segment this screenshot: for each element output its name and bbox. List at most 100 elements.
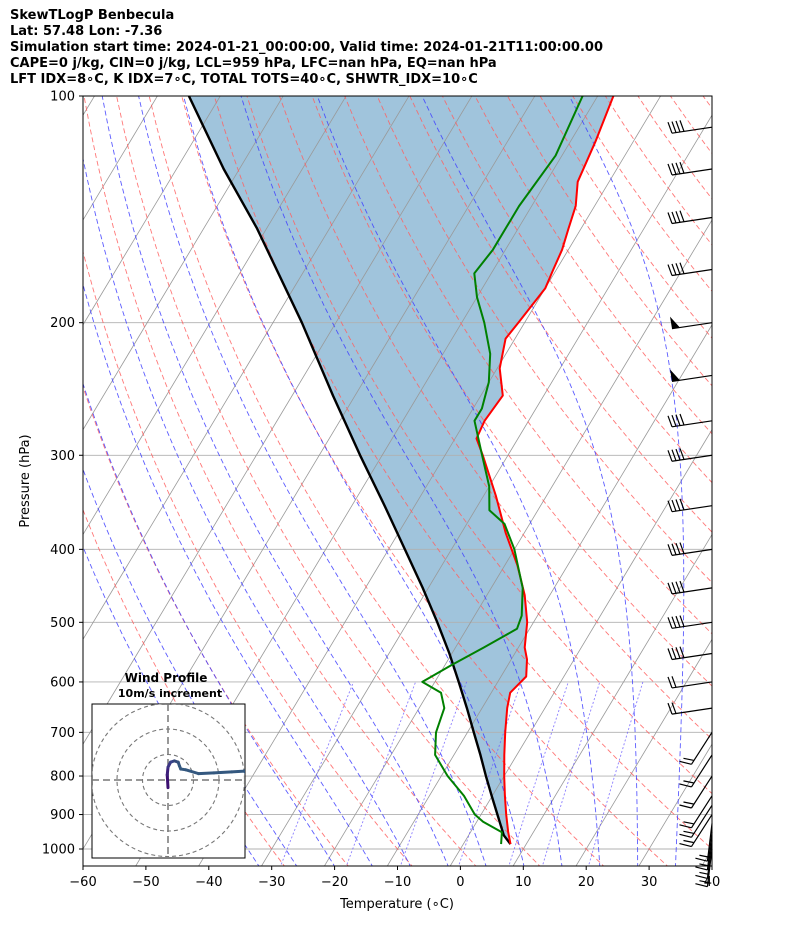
location-line: Lat: 57.48 Lon: -7.36 (10, 24, 163, 39)
wind-barb (695, 840, 713, 880)
cape-line: CAPE=0 j/kg, CIN=0 j/kg, LCL=959 hPa, LF… (10, 56, 497, 71)
hodograph-segment (230, 769, 245, 774)
hodograph-ring (92, 704, 245, 858)
dry-adiabat (344, 96, 712, 635)
wind-barb (667, 676, 713, 689)
y-tick-label: 800 (50, 770, 75, 785)
wind-barb (679, 795, 713, 829)
x-tick-label: −20 (321, 875, 348, 890)
dry-adiabat (83, 508, 285, 866)
isotherm-line (83, 96, 284, 431)
y-tick-label: 500 (50, 616, 75, 631)
x-axis-label: Temperature (∘C) (339, 897, 454, 912)
dewpoint-line (421, 96, 584, 845)
wind-barb (667, 542, 713, 556)
wind-barb (667, 262, 713, 277)
isotherm-line (323, 219, 712, 866)
wind-barb (670, 316, 713, 330)
figure-title: SkewTLogP Benbecula (10, 8, 175, 23)
moist-adiabat (568, 96, 685, 866)
x-tick-label: 30 (641, 875, 658, 890)
dry-adiabat (474, 96, 712, 435)
x-tick-label: 40 (704, 875, 721, 890)
y-axis-label: Pressure (hPa) (18, 434, 33, 527)
y-tick-label: 400 (50, 543, 75, 558)
isotherm-line (83, 96, 473, 745)
wind-barb (679, 814, 713, 848)
isotherm-line (83, 96, 221, 326)
mixing-ratio-line (508, 681, 569, 866)
dry-adiabat (736, 96, 794, 868)
x-tick-label: 20 (578, 875, 595, 890)
wind-barb (667, 120, 713, 134)
dry-adiabat (376, 96, 712, 584)
dry-adiabat (637, 96, 712, 200)
x-tick-label: −50 (132, 875, 159, 890)
mixing-ratio-line (399, 681, 468, 866)
dry-adiabat (246, 96, 712, 795)
y-tick-label: 300 (50, 449, 75, 464)
dry-adiabat (116, 96, 541, 866)
wind-barb (667, 210, 713, 225)
moist-adiabat (101, 96, 449, 866)
dry-adiabat (181, 96, 669, 866)
isotherm-line (638, 743, 712, 866)
y-tick-label: 600 (50, 675, 75, 690)
dry-adiabat (409, 96, 712, 533)
mixing-ratio-line (280, 681, 354, 866)
isotherm-line (261, 114, 712, 866)
x-tick-label: −10 (384, 875, 411, 890)
hodograph-segment (243, 769, 245, 775)
moist-adiabat (83, 156, 411, 866)
dry-adiabat (83, 96, 477, 866)
mixing-ratio-line (588, 681, 644, 866)
isotherm-line (198, 96, 662, 866)
wind-barb (667, 615, 713, 629)
dry-adiabat (572, 96, 712, 292)
moist-adiabat (421, 96, 639, 866)
y-tick-label: 1000 (42, 843, 75, 858)
wind-barb (679, 775, 713, 809)
hodograph-segment (165, 773, 170, 790)
hodograph-segment (212, 770, 234, 775)
dry-adiabat (213, 96, 712, 850)
hodograph-segment (197, 771, 216, 776)
wind-barb (667, 646, 713, 661)
dry-adiabat (148, 96, 605, 866)
y-tick-label: 900 (50, 808, 75, 823)
wind-barb (695, 848, 713, 888)
hodograph-segment (184, 768, 201, 776)
isotherm-line (449, 428, 712, 866)
wind-barb (679, 805, 713, 838)
wind-barb (667, 413, 713, 428)
dry-adiabat (702, 96, 712, 109)
x-tick-label: −60 (69, 875, 96, 890)
dry-adiabat (441, 96, 712, 484)
mixing-ratio-line (345, 681, 417, 866)
x-tick-label: −30 (258, 875, 285, 890)
moist-adiabat (183, 96, 525, 866)
dry-adiabat (539, 96, 712, 339)
y-tick-label: 700 (50, 726, 75, 741)
moist-adiabat (138, 96, 487, 866)
parcel-profile-line (187, 96, 512, 845)
wind-barb (667, 580, 713, 595)
wind-barb (695, 823, 713, 862)
dry-adiabat (670, 96, 712, 155)
isotherm-line (701, 848, 712, 866)
temperature-line (475, 96, 615, 845)
wind-barb (667, 702, 713, 715)
moist-adiabat (316, 96, 601, 866)
wind-barb (670, 369, 713, 383)
indices-line: LFT IDX=8∘C, K IDX=7∘C, TOTAL TOTS=40∘C,… (10, 72, 478, 87)
wind-barb (667, 498, 713, 513)
x-tick-label: 0 (456, 875, 464, 890)
wind-barb (679, 754, 713, 788)
isotherm-line (83, 96, 347, 536)
isotherm-line (386, 324, 712, 866)
moist-adiabat (83, 282, 373, 866)
hodograph-title: Wind Profile (125, 671, 208, 685)
moist-adiabat (83, 382, 335, 866)
mixing-ratio-line (541, 681, 601, 866)
